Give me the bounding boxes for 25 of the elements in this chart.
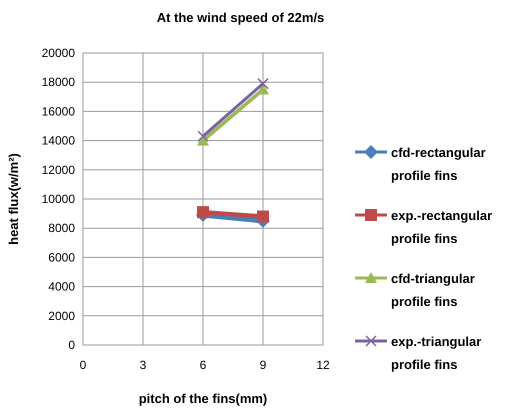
y-tick-label: 20000 <box>42 46 76 60</box>
x-tick-label: 12 <box>316 358 330 372</box>
chart-title: At the wind speed of 22m/s <box>156 10 324 25</box>
y-tick-label: 2000 <box>48 308 76 323</box>
y-axis-title: heat flux(w/m²) <box>6 153 21 245</box>
legend-label: cfd-triangular profile fins <box>391 271 475 309</box>
x-axis-title: pitch of the fins(mm) <box>138 391 268 406</box>
y-tick-label: 16000 <box>42 104 76 118</box>
x-tick-label: 9 <box>260 358 267 372</box>
y-tick-label: 12000 <box>42 162 76 177</box>
y-tick-label: 10000 <box>42 192 76 206</box>
legend-label: exp.-rectangular profile fins <box>391 208 492 246</box>
y-tick-label: 4000 <box>48 280 76 294</box>
point <box>257 210 269 223</box>
legend-label: cfd-rectangular profile fins <box>391 145 486 183</box>
x-tick-label: 6 <box>200 358 207 372</box>
x-tick-label: 3 <box>140 358 147 372</box>
y-tick-label: 8000 <box>48 221 76 236</box>
y-tick-label: 0 <box>68 338 76 352</box>
y-tick-label: 18000 <box>42 75 76 90</box>
x-tick-label: 0 <box>80 358 87 372</box>
y-tick-label: 14000 <box>42 134 76 148</box>
y-tick-label: 6000 <box>48 250 76 264</box>
point <box>197 206 209 218</box>
legend-label: exp.-triangular profile fins <box>391 334 482 372</box>
